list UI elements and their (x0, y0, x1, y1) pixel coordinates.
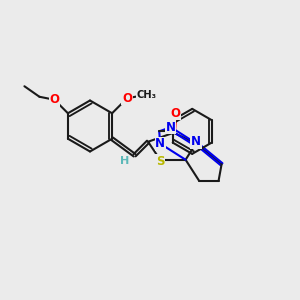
Text: N: N (155, 137, 165, 150)
Text: O: O (50, 93, 59, 106)
Text: O: O (170, 107, 180, 120)
Text: N: N (166, 121, 176, 134)
Text: S: S (156, 155, 164, 168)
Text: O: O (122, 92, 132, 105)
Text: CH₃: CH₃ (136, 90, 157, 100)
Text: N: N (191, 135, 201, 148)
Text: H: H (120, 156, 130, 166)
